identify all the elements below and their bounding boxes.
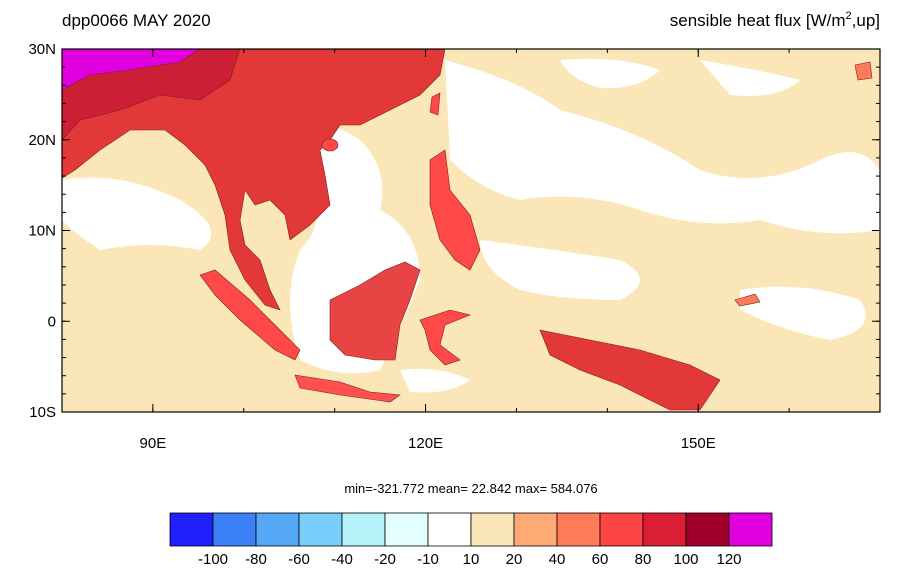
- title-left: dpp0066 MAY 2020: [62, 11, 211, 30]
- title-right-sup: 2: [846, 10, 852, 22]
- colorbar-label: -80: [245, 551, 267, 568]
- colorbar-box: [255, 512, 300, 547]
- colorbar-box: [169, 512, 214, 547]
- colorbar-box: [384, 512, 429, 547]
- lat-label: 10S: [29, 404, 56, 421]
- colorbar-box: [685, 512, 730, 547]
- colorbar-label: 20: [506, 551, 523, 568]
- colorbar-box: [427, 512, 472, 547]
- colorbar-box: [642, 512, 687, 547]
- colorbar-box: [212, 512, 257, 547]
- colorbar-box: [556, 512, 601, 547]
- land: [62, 49, 873, 411]
- colorbar-box: [728, 512, 773, 547]
- colorbar-label: -100: [198, 551, 228, 568]
- colorbar-label: 80: [635, 551, 652, 568]
- lon-label: 150E: [681, 435, 716, 452]
- colorbar-label: -40: [331, 551, 353, 568]
- colorbar-box: [341, 512, 386, 547]
- colorbar-box: [298, 512, 343, 547]
- lon-label: 90E: [140, 435, 167, 452]
- lat-label: 30N: [28, 41, 56, 58]
- colorbar-label: 10: [463, 551, 480, 568]
- ticks: 30N 20N 10N 0 10S 90E 120E 150E: [28, 41, 881, 452]
- stats: min=-321.772 mean= 22.842 max= 584.076: [344, 481, 597, 496]
- title-right: sensible heat flux [W/m2,up]: [670, 10, 880, 30]
- colorbar-box: [470, 512, 515, 547]
- map-field: [62, 49, 880, 412]
- colorbar-label: 120: [716, 551, 741, 568]
- lat-label: 10N: [28, 223, 56, 240]
- lon-label: 120E: [408, 435, 443, 452]
- colorbar-box: [513, 512, 558, 547]
- colorbar: -100 -80 -60 -40 -20 -10 10 20 40 60 80 100 120: [169, 512, 773, 568]
- lat-label: 0: [48, 313, 56, 330]
- colorbar-label: 100: [673, 551, 698, 568]
- lat-label: 20N: [28, 132, 56, 149]
- colorbar-label: 60: [592, 551, 609, 568]
- colorbar-label: -60: [288, 551, 310, 568]
- title-right-suffix: ,up]: [852, 11, 880, 30]
- colorbar-label: -20: [374, 551, 396, 568]
- colorbar-box: [599, 512, 644, 547]
- colorbar-label: 40: [549, 551, 566, 568]
- white-patches: [62, 58, 880, 393]
- colorbar-label: -10: [417, 551, 439, 568]
- title-right-prefix: sensible heat flux [W/m: [670, 11, 846, 30]
